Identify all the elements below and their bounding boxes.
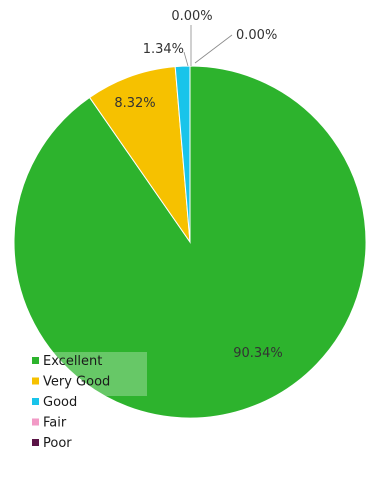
legend-label-fair: Fair [43, 416, 67, 431]
legend-label-excellent: Excellent [43, 354, 102, 369]
legend-label-good: Good [43, 395, 77, 410]
legend: Excellent Very Good Good Fair Poor [32, 354, 110, 451]
data-label-fair: 0.00% [171, 9, 212, 24]
leader-line-good [184, 52, 188, 66]
data-label-poor: 0.00% [236, 28, 277, 43]
legend-label-very-good: Very Good [43, 375, 110, 390]
legend-swatch-fair [32, 419, 39, 426]
legend-label-poor: Poor [43, 436, 72, 451]
data-label-excellent: 90.34% [233, 346, 283, 361]
legend-swatch-poor [32, 439, 39, 446]
data-label-good: 1.34% [143, 42, 184, 57]
legend-swatch-very-good [32, 378, 39, 385]
legend-swatch-good [32, 398, 39, 405]
leader-line-poor [195, 35, 232, 63]
legend-swatch-excellent [32, 357, 39, 364]
data-label-very-good: 8.32% [114, 96, 155, 111]
